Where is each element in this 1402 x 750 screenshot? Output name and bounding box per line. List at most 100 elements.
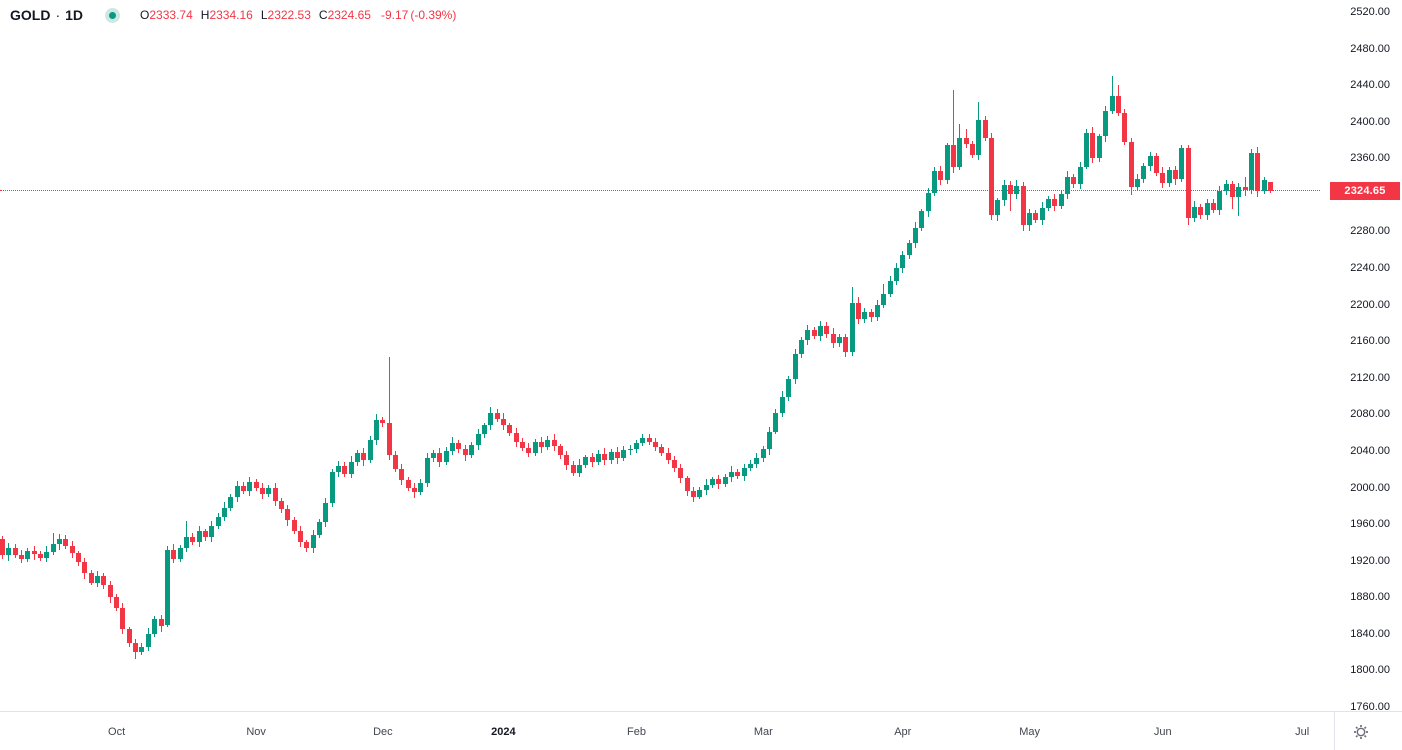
candle-body (811, 330, 817, 336)
candle-body (779, 396, 785, 413)
time-axis-label: Mar (753, 726, 773, 738)
candle-body (830, 333, 836, 343)
candle-body (576, 464, 582, 473)
candle-body (1166, 170, 1172, 183)
candle-body (272, 488, 278, 502)
candle-body (925, 193, 931, 212)
candle-body (336, 465, 342, 472)
candle-body (912, 227, 918, 244)
candle-body (1255, 152, 1261, 192)
candle-body (393, 454, 399, 470)
price-axis-label: 2000.00 (1350, 481, 1390, 494)
interval-label[interactable]: 1D (65, 7, 84, 23)
candle-body (253, 482, 259, 488)
current-price-label: 2324.65 (1330, 181, 1400, 200)
candle-body (462, 449, 468, 456)
time-axis-label: Jul (1295, 726, 1310, 738)
candle-body (608, 451, 614, 461)
price-scale-settings-gear-icon[interactable] (1351, 722, 1371, 742)
candle-body (1115, 96, 1121, 113)
candle-body (228, 496, 234, 508)
candle-body (317, 522, 322, 536)
price-axis-label: 2160.00 (1350, 335, 1390, 348)
time-axis-label: Apr (894, 726, 912, 738)
ohlc-open: O2333.74 (140, 8, 193, 22)
candle-body (1014, 185, 1020, 194)
time-axis-label: Dec (373, 726, 393, 738)
candle-body (69, 546, 75, 554)
series-dot-icon (109, 11, 117, 19)
candle-body (297, 531, 303, 543)
candle-body (678, 468, 684, 479)
candle-body (202, 531, 208, 537)
candle-body (976, 119, 982, 155)
candle-body (995, 200, 1001, 215)
time-axis-label: Nov (246, 726, 266, 738)
candlestick-plot[interactable] (0, 0, 1320, 711)
candle-body (919, 211, 925, 228)
candle-body (177, 547, 183, 559)
candle-body (703, 484, 709, 491)
candle-body (323, 503, 329, 523)
candle-body (862, 311, 868, 320)
candle-body (1242, 186, 1248, 191)
candle-body (456, 442, 462, 450)
time-axis-label: May (1019, 726, 1040, 738)
candle-body (532, 441, 538, 453)
price-axis-label: 2360.00 (1350, 152, 1390, 165)
candle-body (120, 608, 126, 630)
candle-body (1236, 186, 1242, 197)
candle-body (970, 143, 976, 155)
open-label: O (140, 8, 150, 22)
time-axis-label: 2024 (491, 726, 516, 738)
symbol-title[interactable]: GOLD (10, 7, 51, 23)
candle-body (1001, 184, 1007, 201)
price-axis-label: 2520.00 (1350, 5, 1390, 18)
candle-body (19, 555, 25, 559)
candle-body (786, 378, 792, 397)
candle-body (342, 465, 348, 474)
chart-legend[interactable]: GOLD · 1D O2333.74 H2334.16 L2322.53 C23… (10, 7, 456, 23)
price-axis-label: 1960.00 (1350, 518, 1390, 531)
candle-body (285, 509, 291, 521)
candle-body (760, 449, 766, 459)
price-axis-label: 2200.00 (1350, 298, 1390, 311)
price-axis-label: 1800.00 (1350, 664, 1390, 677)
candle-body (1210, 203, 1216, 211)
candle-body (133, 642, 139, 653)
candle-body (817, 325, 823, 336)
candle-body (754, 458, 760, 464)
candle-body (627, 449, 633, 451)
candle-body (710, 479, 716, 485)
candle-body (748, 463, 754, 469)
candle-body (171, 549, 177, 559)
candle-body (957, 138, 963, 168)
candle-body (944, 145, 950, 181)
candle-body (1039, 207, 1045, 221)
price-axis-label: 2440.00 (1350, 79, 1390, 92)
candle-body (614, 451, 620, 459)
candle-body (849, 302, 855, 353)
candle-body (424, 458, 430, 483)
candle-body (1204, 203, 1210, 215)
candle-body (380, 419, 386, 424)
candle-body (1096, 136, 1102, 159)
candle-body (291, 520, 297, 532)
candle-body (1027, 213, 1033, 226)
candle-body (158, 619, 164, 627)
price-axis-label: 1880.00 (1350, 591, 1390, 604)
candle-body (95, 576, 101, 583)
candle-body (1090, 132, 1096, 159)
candle-body (310, 535, 316, 548)
candle-body (437, 452, 443, 462)
candle-body (589, 457, 595, 462)
candle-body (412, 487, 418, 493)
candle-body (114, 597, 120, 609)
candle-body (500, 418, 506, 426)
candle-body (1109, 96, 1115, 111)
candle-body (152, 619, 158, 634)
candle-body (1134, 179, 1140, 187)
candle-body (557, 446, 563, 456)
candle-body (240, 485, 246, 492)
